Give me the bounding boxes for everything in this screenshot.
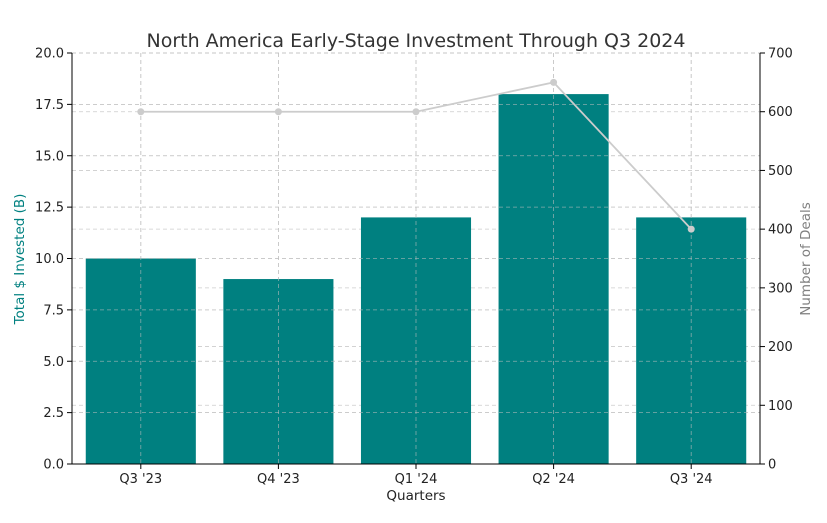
- y-left-tick-label: 20.0: [35, 47, 64, 62]
- x-tick-label: Q1 '24: [395, 472, 438, 487]
- y-right-tick-label: 500: [768, 164, 793, 179]
- chart-title: North America Early-Stage Investment Thr…: [147, 30, 686, 52]
- y-left-tick-label: 10.0: [35, 252, 64, 267]
- deals-point: [274, 108, 282, 116]
- deals-point: [550, 78, 558, 86]
- deals-point: [412, 108, 420, 116]
- y-right-tick-label: 400: [768, 223, 793, 238]
- x-tick-label: Q2 '24: [532, 472, 575, 487]
- deals-point: [137, 108, 145, 116]
- y-left-tick-label: 12.5: [35, 201, 64, 216]
- y-left-tick-label: 5.0: [43, 355, 64, 370]
- y-left-tick-label: 17.5: [35, 98, 64, 113]
- bar-series: [72, 52, 760, 465]
- y-left-tick-label: 15.0: [35, 149, 64, 164]
- deals-point: [687, 225, 695, 233]
- y-right-tick-label: 0: [768, 458, 776, 473]
- y-right-tick-label: 200: [768, 340, 793, 355]
- axes: [67, 52, 765, 469]
- x-axis-title: Quarters: [386, 488, 445, 504]
- tick-labels: 0.0 2.5 5.0 7.5 10.0 12.5 15.0 17.5 20.0 0 100 200 3…: [35, 47, 793, 488]
- y-left-axis-title: Total $ Invested (B): [12, 194, 28, 326]
- y-right-axis-title: Number of Deals: [798, 202, 814, 316]
- y-right-tick-label: 600: [768, 105, 793, 120]
- x-tick-label: Q4 '23: [257, 472, 300, 487]
- y-right-tick-label: 100: [768, 399, 793, 414]
- x-tick-label: Q3 '24: [670, 472, 713, 487]
- y-left-tick-label: 7.5: [43, 303, 64, 318]
- y-left-tick-label: 0.0: [43, 458, 64, 473]
- y-left-tick-label: 2.5: [43, 406, 64, 421]
- y-right-tick-label: 300: [768, 281, 793, 296]
- line-series: [137, 78, 695, 233]
- y-right-tick-label: 700: [768, 47, 793, 62]
- x-tick-label: Q3 '23: [119, 472, 162, 487]
